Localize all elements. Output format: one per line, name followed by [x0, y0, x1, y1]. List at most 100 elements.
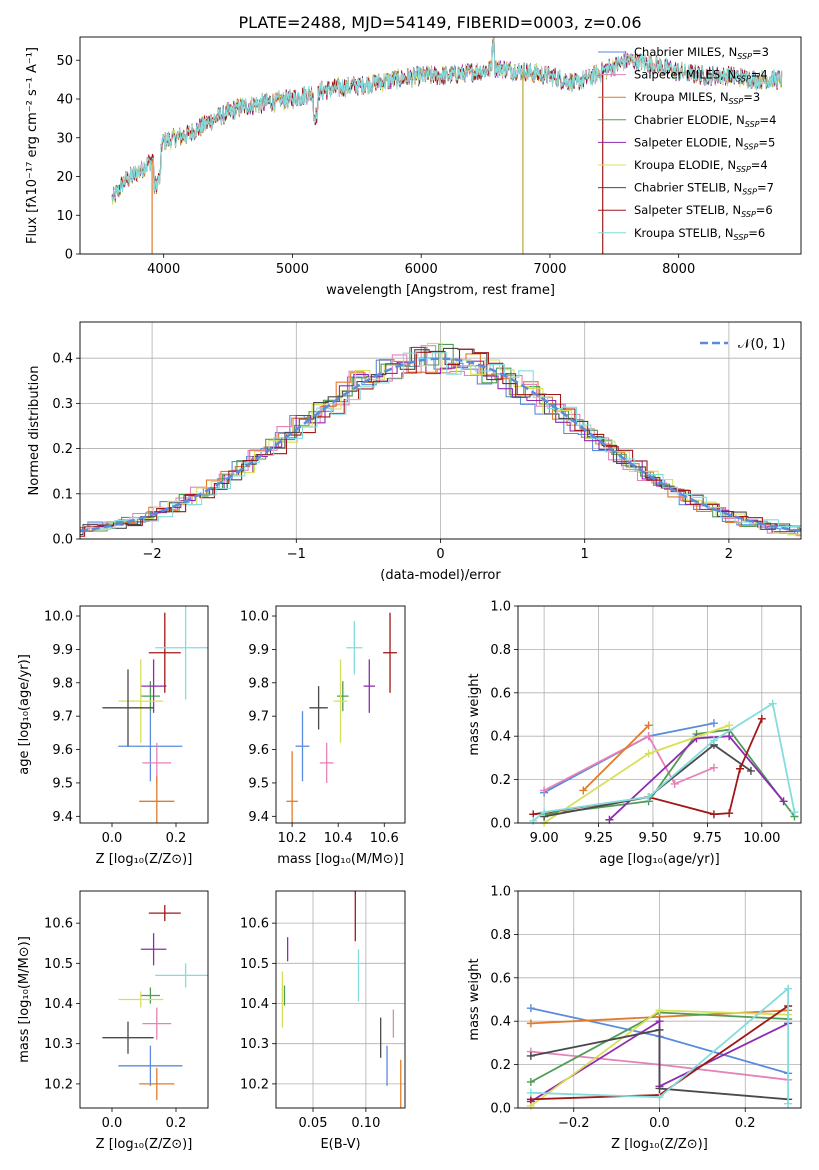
spectrum-xtick-label: 8000	[662, 262, 695, 277]
residuals-ytick-label: 0.1	[52, 487, 73, 502]
weight_vs_age-ytick-label: 0.8	[490, 643, 511, 658]
legend-count: =6	[748, 226, 765, 240]
spectrum-legend-label: Kroupa STELIB, NSSP=6	[634, 226, 765, 242]
legend-count: =3	[752, 45, 769, 59]
weight_vs_Z-frame	[517, 890, 802, 1109]
weight_vs_Z-marker-kroupa-stelib	[655, 1093, 664, 1102]
weight_vs_Z-marker-chabrier-miles	[526, 1004, 535, 1013]
weight_vs_age-marker-salpeter-elodie	[725, 732, 734, 741]
weight_vs_Z-marker-kroupa-stelib	[526, 1088, 535, 1097]
mass_vs_Z-ytick-label: 10.5	[44, 957, 73, 972]
weight_vs_age-xlabel: age [log₁₀(age/yr)]	[599, 852, 720, 867]
weight_vs_Z-marker-salpeter-elodie	[655, 1017, 664, 1026]
weight_vs_age-xtick-label: 9.25	[584, 831, 613, 846]
mass_vs_ebv-frame	[275, 890, 406, 1109]
spectrum-legend-label: Kroupa ELODIE, NSSP=4	[634, 158, 768, 174]
mass_vs_ebv-ytick-label: 10.6	[240, 917, 269, 932]
residuals-xtick-label: 1	[581, 547, 589, 562]
weight_vs_age-marker-chabrier-stelib	[746, 766, 755, 775]
residual-hist-salpeter-stelib	[80, 348, 801, 537]
weight_vs_age-ytick-label: 0.6	[490, 686, 511, 701]
weight_vs_age-line-salpeter-miles	[543, 734, 715, 792]
weight_vs_Z-ytick-label: 0.6	[490, 971, 511, 986]
spectrum-xtick-label: 6000	[405, 262, 438, 277]
weight_vs_Z-marker-kroupa-stelib	[784, 984, 793, 993]
mass_vs_Z-xlabel: Z [log₁₀(Z/Z⊙)]	[96, 1137, 193, 1152]
mass_vs_ebv-ytick-label: 10.5	[240, 957, 269, 972]
weight_vs_age-marker-salpeter-miles	[540, 786, 549, 795]
mass_vs_ebv-axes	[276, 891, 405, 1108]
spectrum-ytick-label: 50	[56, 54, 73, 69]
age_vs_mass-ytick-label: 9.5	[248, 776, 269, 791]
residual-hist-salpeter-elodie	[80, 346, 801, 533]
residuals-legend-label: 𝒩(0, 1)	[738, 337, 785, 352]
mass_vs_ebv-ytick-label: 10.4	[240, 997, 269, 1012]
mass_vs_ebv-xlabel: E(B-V)	[320, 1137, 360, 1152]
weight_vs_Z-marker-chabrier-elodie	[526, 1077, 535, 1086]
weight_vs_age-ytick-label: 0.4	[490, 730, 511, 745]
age_vs_Z-ytick-label: 9.9	[52, 643, 73, 658]
mass_vs_ebv-ytick-label: 10.2	[240, 1077, 269, 1092]
residuals-axes	[80, 322, 801, 540]
weight_vs_age-line-salpeter-elodie	[608, 735, 785, 821]
spectrum-xtick-label: 4000	[147, 262, 180, 277]
weight_vs_age-marker-kroupa-stelib	[529, 816, 538, 825]
weight_vs_age-marker-salpeter-miles	[670, 779, 679, 788]
residuals-xtick-label: −1	[287, 547, 306, 562]
weight_vs_Z-marker-kroupa-miles	[526, 1019, 535, 1028]
age_vs_Z-ytick-label: 9.4	[52, 810, 73, 825]
weight_vs_age-marker-kroupa-stelib	[790, 808, 799, 817]
mass_vs_Z-ytick-label: 10.6	[44, 917, 73, 932]
weight_vs_Z-ytick-label: 0.0	[490, 1102, 511, 1117]
spectrum-ylabel: Flux [fλ10⁻¹⁷ erg cm⁻² s⁻¹ A⁻¹]	[25, 47, 40, 244]
spectrum-frame	[79, 36, 802, 255]
weight_vs_age-marker-kroupa-miles	[644, 721, 653, 730]
residuals-ytick-label: 0.3	[52, 397, 73, 412]
age_vs_Z-xlabel: Z [log₁₀(Z/Z⊙)]	[96, 852, 193, 867]
weight_vs_age-marker-kroupa-stelib	[709, 736, 718, 745]
mass_vs_ebv-xtick-label: 0.05	[299, 1116, 328, 1131]
weight_vs_age-marker-kroupa-elodie	[725, 721, 734, 730]
weight_vs_age-line-salpeter-stelib	[533, 718, 763, 816]
legend-subscript: SSP	[737, 52, 752, 61]
normal-reference-curve	[80, 357, 801, 533]
mass_vs_Z-frame	[79, 890, 209, 1109]
legend-subscript: SSP	[741, 210, 756, 219]
mass_vs_Z-ytick-label: 10.3	[44, 1037, 73, 1052]
spectrum-legend-label: Chabrier STELIB, NSSP=7	[634, 181, 774, 197]
age_vs_Z-ytick-label: 9.5	[52, 776, 73, 791]
weight_vs_age-xtick-label: 9.50	[638, 831, 667, 846]
age_vs_mass-ytick-label: 9.8	[248, 676, 269, 691]
weight_vs_age-ytick-label: 0.2	[490, 773, 511, 788]
age_vs_Z-ytick-label: 9.6	[52, 743, 73, 758]
spectrum-ytick-label: 30	[56, 131, 73, 146]
residuals-xtick-label: 2	[725, 547, 733, 562]
weight_vs_Z-line-chabrier-stelib	[530, 1028, 789, 1101]
age_vs_Z-ytick-label: 10.0	[44, 610, 73, 625]
weight_vs_age-marker-salpeter-stelib	[709, 810, 718, 819]
age_vs_Z-ytick-label: 9.7	[52, 710, 73, 725]
legend-subscript: SSP	[736, 165, 751, 174]
spectrum-legend-label: Salpeter STELIB, NSSP=6	[634, 203, 773, 219]
weight_vs_Z-line-kroupa-stelib	[530, 986, 789, 1104]
weight_vs_Z-xlabel: Z [log₁₀(Z/Z⊙)]	[611, 1137, 708, 1152]
weight_vs_age-line-kroupa-miles	[582, 724, 650, 792]
weight_vs_age-marker-salpeter-stelib	[736, 764, 745, 773]
weight_vs_age-xtick-label: 9.75	[693, 831, 722, 846]
spectrum-legend-label: Chabrier MILES, NSSP=3	[634, 45, 769, 61]
weight_vs_age-marker-chabrier-miles	[709, 719, 718, 728]
weight_vs_Z-ytick-label: 0.2	[490, 1058, 511, 1073]
weight_vs_age-line-chabrier-miles	[543, 722, 715, 794]
age_vs_Z-frame	[79, 605, 209, 824]
spectrum-xtick-label: 5000	[276, 262, 309, 277]
weight_vs_Z-ytick-label: 0.8	[490, 928, 511, 943]
age_vs_mass-ytick-label: 10.0	[240, 610, 269, 625]
legend-count: =4	[760, 113, 777, 127]
spectrum-ytick-label: 20	[56, 170, 73, 185]
weight_vs_age-ytick-label: 0.0	[490, 817, 511, 832]
weight_vs_age-marker-kroupa-elodie	[644, 749, 653, 758]
spectrum-ytick-label: 0	[65, 248, 73, 263]
figure-title: PLATE=2488, MJD=54149, FIBERID=0003, z=0…	[238, 13, 641, 32]
weight_vs_Z-marker-kroupa-elodie	[655, 1006, 664, 1015]
